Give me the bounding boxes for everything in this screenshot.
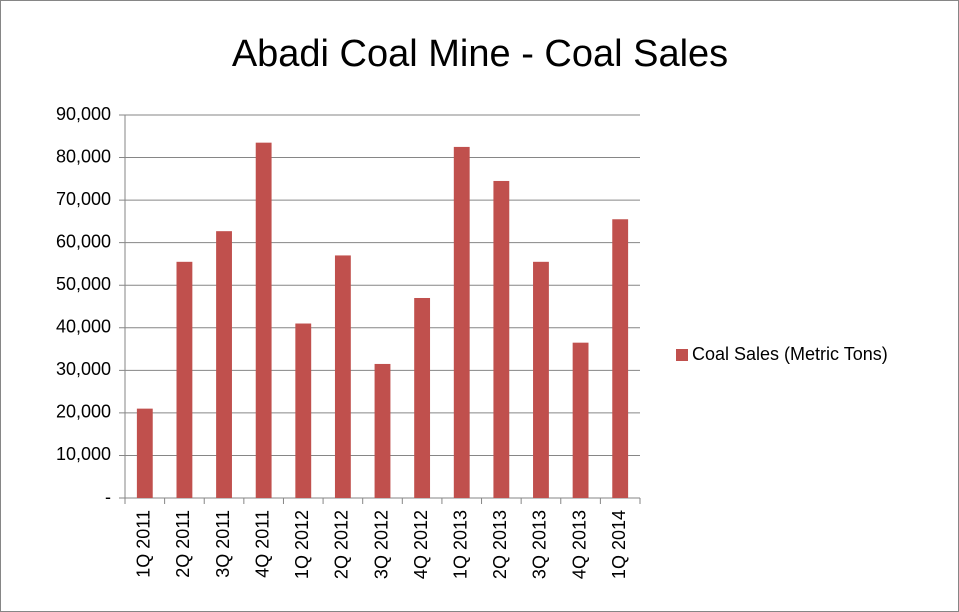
bar xyxy=(612,219,629,498)
y-tick-label: - xyxy=(105,487,111,507)
x-tick-label: 3Q 2011 xyxy=(213,510,233,578)
y-tick-label: 20,000 xyxy=(56,402,111,422)
x-tick-label: 3Q 2013 xyxy=(530,510,550,579)
x-tick-label: 3Q 2012 xyxy=(371,510,391,579)
bar xyxy=(295,323,312,498)
bar xyxy=(414,297,431,498)
x-tick-label: 2Q 2012 xyxy=(332,510,352,579)
bar xyxy=(255,142,272,498)
x-tick-label: 4Q 2011 xyxy=(252,510,272,578)
x-tick-label: 1Q 2012 xyxy=(292,510,312,579)
y-tick-label: 10,000 xyxy=(56,444,111,464)
y-tick-label: 30,000 xyxy=(56,359,111,379)
x-tick-label: 1Q 2013 xyxy=(450,510,470,579)
bar xyxy=(493,180,510,498)
bar xyxy=(136,408,153,498)
bar xyxy=(533,261,549,498)
bar xyxy=(374,363,391,498)
y-tick-label: 90,000 xyxy=(56,104,111,124)
bar xyxy=(453,146,470,498)
chart-title: Abadi Coal Mine - Coal Sales xyxy=(232,33,728,75)
legend-swatch xyxy=(676,349,688,361)
bar xyxy=(334,255,351,498)
x-tick-label: 2Q 2011 xyxy=(173,510,193,578)
x-tick-label: 1Q 2014 xyxy=(609,510,629,579)
bar xyxy=(176,261,193,498)
bar xyxy=(572,342,589,498)
x-tick-label: 1Q 2011 xyxy=(134,510,154,578)
y-tick-label: 80,000 xyxy=(56,146,111,166)
legend-label: Coal Sales (Metric Tons) xyxy=(692,344,888,364)
x-tick-label: 4Q 2012 xyxy=(411,510,431,579)
y-tick-label: 70,000 xyxy=(56,189,111,209)
y-tick-label: 40,000 xyxy=(56,317,111,337)
x-tick-label: 4Q 2013 xyxy=(569,510,589,579)
x-tick-label: 2Q 2013 xyxy=(490,510,510,579)
y-tick-label: 60,000 xyxy=(56,231,111,251)
bar xyxy=(216,231,232,498)
y-tick-label: 50,000 xyxy=(56,274,111,294)
